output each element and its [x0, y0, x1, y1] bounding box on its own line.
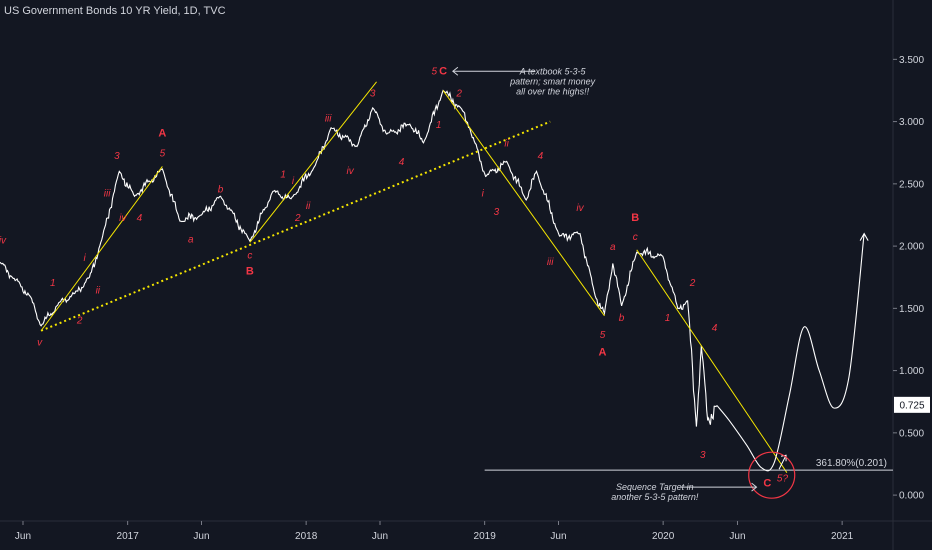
current-price-tag [894, 396, 930, 413]
wave-label: 2 [76, 315, 83, 326]
wave-label: 1 [280, 170, 286, 181]
x-tick-label: Jun [372, 531, 388, 542]
wave-label: 4 [712, 323, 718, 334]
trendline-2 [249, 81, 377, 243]
y-tick-label: 0.000 [899, 491, 924, 502]
y-tick-label: 3.000 [899, 117, 924, 128]
wave-label: iii [547, 257, 554, 268]
wave-label: C [763, 477, 771, 489]
wave-label: 4 [538, 151, 544, 162]
wave-label: C [439, 65, 447, 77]
annotation-text: Sequence Target in [616, 482, 694, 492]
wave-label: 5 [160, 148, 166, 159]
x-tick-label: Jun [729, 531, 745, 542]
x-tick-label: Jun [15, 531, 31, 542]
wave-label: iv [0, 236, 7, 247]
wave-label: 4 [137, 213, 143, 224]
wave-label: ii [96, 285, 101, 296]
wave-label: 3 [114, 151, 120, 162]
wave-label: a [188, 234, 194, 245]
annotation-text: pattern; smart money [509, 76, 596, 86]
x-tick-label: 2021 [831, 531, 854, 542]
wave-label: c [633, 232, 638, 243]
trendline-5 [636, 249, 788, 473]
wave-label: 3 [494, 207, 500, 218]
wave-label: iv [119, 213, 127, 224]
yield-price-line [0, 89, 718, 427]
wave-label: 5 [431, 66, 437, 77]
wave-label: iii [104, 188, 111, 199]
x-tick-label: 2019 [474, 531, 497, 542]
wave-label: 2 [455, 89, 462, 100]
wave-label: i [83, 253, 86, 264]
wave-label: 3 [370, 89, 376, 100]
wave-label: A [599, 347, 607, 359]
wave-label: ii [504, 139, 509, 150]
x-tick-label: 2017 [117, 531, 140, 542]
annotation-arrowhead-bottom [751, 482, 758, 492]
x-tick-label: Jun [550, 531, 566, 542]
trendline-1 [40, 166, 163, 332]
annotation-text: A textbook 5-3-5 [519, 66, 587, 76]
annotation-text: all over the highs!! [516, 86, 590, 96]
wave-label: b [218, 185, 224, 196]
wave-label: 2 [294, 213, 301, 224]
projection-arrowhead [859, 232, 869, 241]
x-tick-label: Jun [193, 531, 209, 542]
wave-label: 1 [436, 120, 442, 131]
wave-label: i [292, 176, 295, 187]
y-tick-label: 0.500 [899, 428, 924, 439]
projection-path [716, 233, 865, 472]
annotation-arrowhead-top [452, 66, 459, 76]
wave-label: 5? [777, 473, 789, 484]
y-tick-label: 2.000 [899, 242, 924, 253]
wave-label: v [37, 338, 43, 349]
x-tick-label: 2020 [652, 531, 675, 542]
y-tick-label: 3.500 [899, 55, 924, 66]
annotation-text: another 5-3-5 pattern! [611, 492, 699, 502]
wave-label: 4 [399, 157, 405, 168]
target-up-arrow [778, 454, 787, 470]
wave-label: 1 [50, 278, 56, 289]
trendline-3 [40, 120, 551, 332]
wave-label: 1 [665, 313, 671, 324]
y-tick-label: 1.000 [899, 366, 924, 377]
wave-label: iv [347, 166, 355, 177]
wave-label: ii [306, 201, 311, 212]
wave-label: 2 [689, 278, 696, 289]
y-tick-label: 1.500 [899, 304, 924, 315]
y-tick-label: 2.500 [899, 179, 924, 190]
trendline-4 [442, 90, 605, 317]
wave-label: i [482, 188, 485, 199]
wave-label: 3 [700, 450, 706, 461]
x-tick-label: 2018 [295, 531, 318, 542]
wave-label: iii [325, 114, 332, 125]
wave-label: 5 [600, 330, 606, 341]
fib-target-label: 361.80%(0.201) [816, 458, 887, 469]
chart-title: US Government Bonds 10 YR Yield, 1D, TVC [4, 5, 226, 17]
target-circle [748, 451, 796, 499]
wave-label: b [619, 313, 625, 324]
wave-label: B [246, 266, 254, 278]
wave-label: a [610, 242, 616, 253]
wave-label: A [158, 128, 166, 140]
current-price-label: 0.725 [899, 400, 924, 411]
wave-label: c [247, 251, 252, 262]
wave-label: B [631, 212, 639, 224]
wave-label: iv [576, 203, 584, 214]
